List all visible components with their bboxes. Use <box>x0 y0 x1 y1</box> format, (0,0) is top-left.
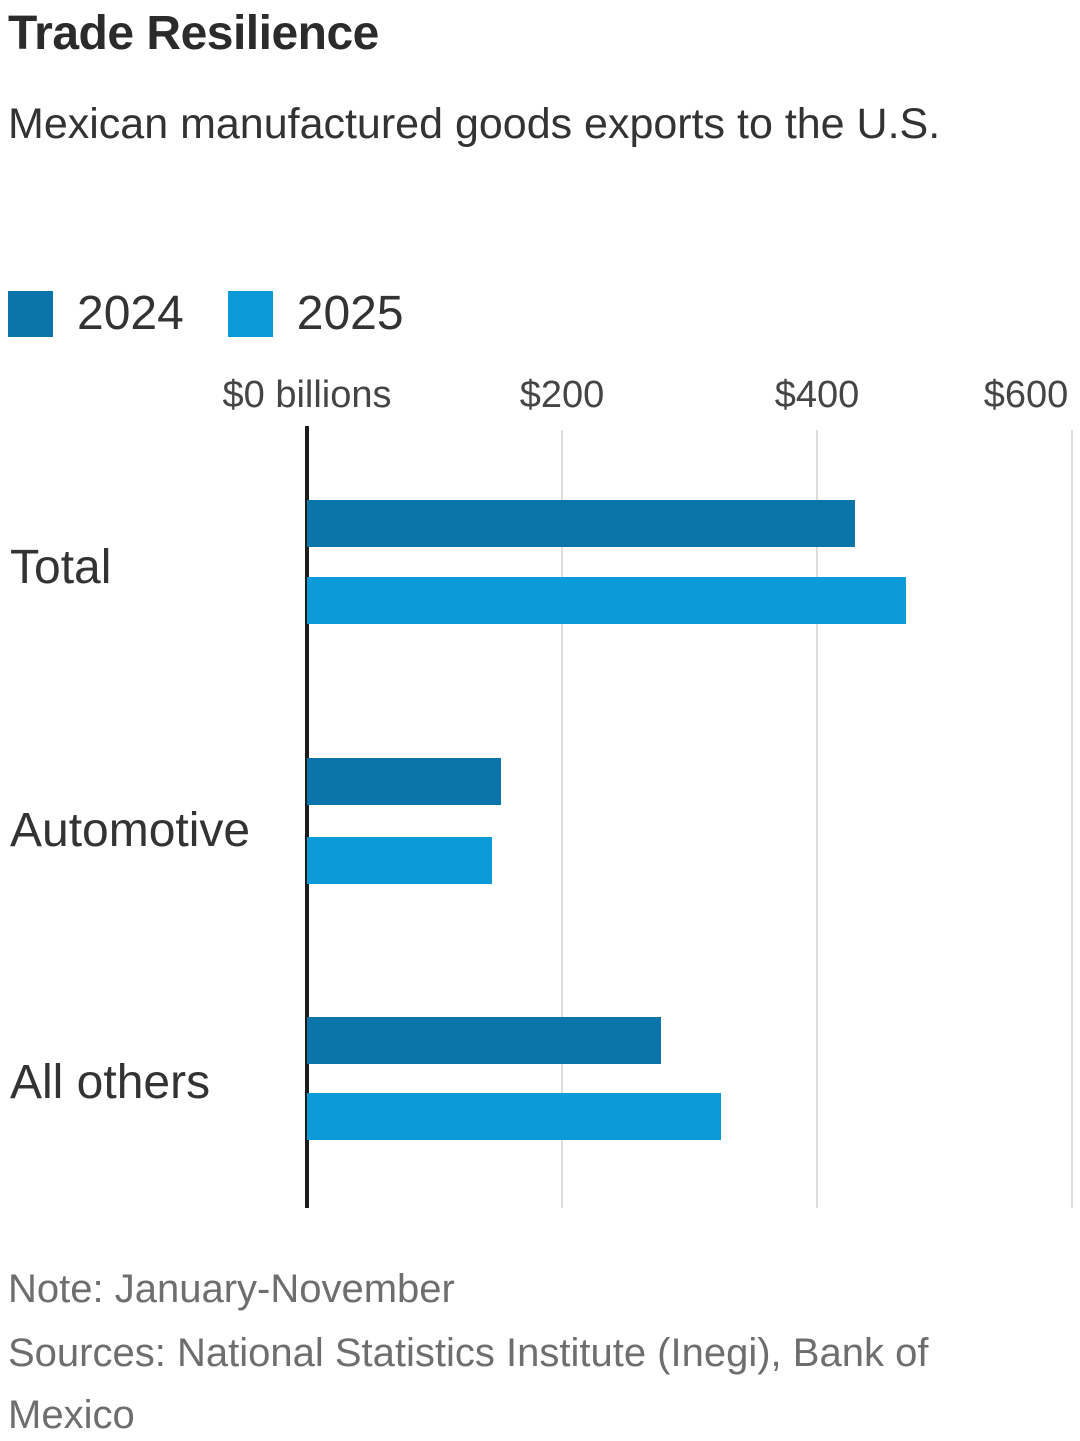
category-label-automotive: Automotive <box>10 804 251 857</box>
gridline-400 <box>816 430 818 1208</box>
footer-sources: Sources: National Statistics Institute (… <box>8 1331 929 1437</box>
x-tick-label-200: $200 <box>519 374 605 416</box>
bar-all-others-2024 <box>307 1017 662 1064</box>
bar-automotive-2025 <box>307 837 492 884</box>
legend-label-2024: 2024 <box>77 287 184 340</box>
x-tick-label-400: $400 <box>774 374 860 416</box>
y-axis-line <box>305 426 309 1208</box>
bar-automotive-2024 <box>307 758 501 805</box>
plot-area <box>305 426 1073 1208</box>
category-label-total: Total <box>10 541 112 594</box>
chart-subtitle: Mexican manufactured goods exports to th… <box>8 100 941 148</box>
bar-all-others-2025 <box>307 1093 722 1140</box>
legend-item-2024: 2024 <box>8 286 184 341</box>
footer-note: Note: January-November <box>8 1267 455 1311</box>
x-tick-label-600: $600 <box>983 374 1069 416</box>
legend-swatch-2025 <box>227 290 273 337</box>
x-axis-ticks: $0 billions $200 $400 $600 <box>0 374 1080 426</box>
category-label-all-others: All others <box>10 1056 211 1109</box>
bar-total-2024 <box>307 500 856 547</box>
legend-label-2025: 2025 <box>296 287 404 340</box>
gridline-600 <box>1071 430 1073 1208</box>
legend-item-2025: 2025 <box>227 286 404 341</box>
chart-title: Trade Resilience <box>8 7 379 60</box>
legend-swatch-2024 <box>8 290 53 337</box>
bar-total-2025 <box>307 577 907 624</box>
gridline-200 <box>561 430 563 1208</box>
legend: 2024 2025 <box>8 286 404 341</box>
x-tick-label-0: $0 billions <box>222 374 392 416</box>
